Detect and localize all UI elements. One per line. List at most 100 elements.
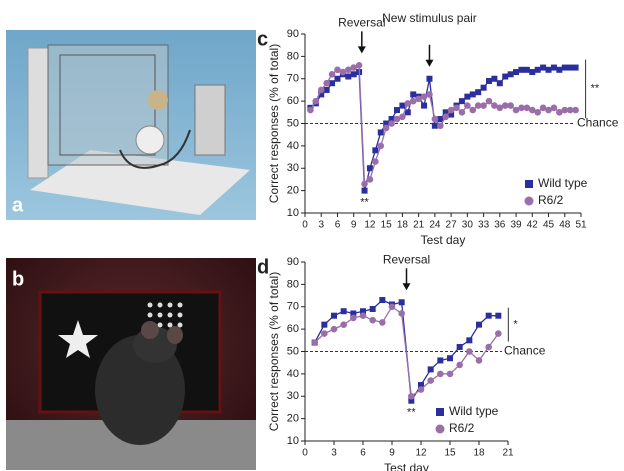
significance: ** bbox=[360, 197, 369, 209]
x-axis-label: Test day bbox=[421, 233, 466, 247]
x-tick-label: 42 bbox=[527, 220, 539, 231]
y-tick-label: 40 bbox=[287, 140, 299, 152]
annotation-arrowhead bbox=[402, 283, 411, 291]
legend-label: R6/2 bbox=[538, 193, 564, 207]
x-tick-label: 3 bbox=[318, 220, 324, 231]
data-point bbox=[318, 91, 325, 98]
data-point bbox=[410, 91, 417, 98]
y-tick-label: 70 bbox=[287, 301, 299, 313]
x-tick-label: 18 bbox=[473, 448, 485, 459]
data-point bbox=[495, 312, 502, 319]
data-point bbox=[323, 79, 330, 87]
data-point bbox=[431, 115, 439, 123]
data-point bbox=[399, 113, 406, 121]
data-point bbox=[388, 116, 395, 123]
y-tick-label: 20 bbox=[287, 185, 299, 197]
x-tick-label: 21 bbox=[413, 220, 425, 231]
data-point bbox=[398, 310, 405, 317]
data-point bbox=[442, 113, 450, 121]
data-point bbox=[456, 344, 463, 351]
data-point bbox=[408, 392, 415, 400]
data-point bbox=[377, 142, 385, 150]
data-point bbox=[502, 73, 509, 80]
data-point bbox=[561, 106, 569, 114]
data-point bbox=[379, 319, 386, 326]
annotation-arrowhead bbox=[425, 59, 434, 67]
data-point bbox=[545, 106, 552, 114]
data-point bbox=[567, 64, 574, 71]
data-point bbox=[379, 297, 386, 304]
data-point bbox=[350, 64, 358, 71]
data-point bbox=[480, 102, 487, 109]
legend-label: R6/2 bbox=[449, 421, 475, 435]
y-tick-label: 10 bbox=[287, 207, 299, 219]
x-tick-label: 15 bbox=[381, 220, 393, 231]
data-point bbox=[355, 62, 363, 69]
data-point bbox=[372, 147, 379, 154]
data-point bbox=[311, 339, 318, 346]
data-point bbox=[408, 397, 415, 404]
data-point bbox=[421, 102, 428, 109]
data-point bbox=[469, 91, 476, 98]
data-point bbox=[458, 109, 466, 116]
y-tick-label: 70 bbox=[287, 73, 299, 85]
y-tick-label: 60 bbox=[287, 323, 299, 335]
data-point bbox=[420, 93, 428, 100]
data-point bbox=[474, 102, 482, 109]
annotation-arrowhead bbox=[357, 46, 366, 54]
data-point bbox=[475, 357, 483, 364]
y-tick-label: 20 bbox=[287, 413, 299, 425]
y-tick-label: 80 bbox=[287, 50, 299, 62]
y-tick-label: 90 bbox=[287, 28, 299, 40]
data-point bbox=[328, 70, 336, 78]
data-point bbox=[572, 106, 579, 114]
legend-swatch bbox=[435, 424, 445, 434]
photo-label: a bbox=[12, 194, 24, 216]
data-point bbox=[507, 102, 514, 109]
y-axis-label: Correct responses (% of total) bbox=[267, 44, 281, 203]
data-point bbox=[334, 66, 341, 74]
data-point bbox=[366, 176, 374, 183]
data-point bbox=[404, 109, 411, 116]
x-tick-label: 48 bbox=[559, 220, 571, 231]
data-point bbox=[448, 111, 455, 118]
x-tick-label: 18 bbox=[397, 220, 409, 231]
x-tick-label: 0 bbox=[302, 220, 308, 231]
y-tick-label: 30 bbox=[287, 162, 299, 174]
data-point bbox=[361, 187, 368, 194]
data-point bbox=[437, 116, 444, 123]
data-point bbox=[453, 104, 460, 112]
y-tick-label: 30 bbox=[287, 390, 299, 402]
significance: ** bbox=[407, 407, 416, 419]
x-tick-label: 51 bbox=[575, 220, 587, 231]
x-tick-label: 9 bbox=[351, 220, 357, 231]
x-tick-label: 6 bbox=[360, 448, 366, 459]
data-point bbox=[350, 310, 357, 317]
data-point bbox=[534, 66, 541, 73]
x-tick-label: 15 bbox=[444, 448, 456, 459]
data-point bbox=[340, 308, 347, 315]
data-point bbox=[366, 165, 373, 172]
x-tick-label: 21 bbox=[502, 448, 514, 459]
x-tick-label: 6 bbox=[335, 220, 341, 231]
data-point bbox=[466, 337, 473, 344]
data-point bbox=[446, 370, 454, 378]
data-point bbox=[550, 64, 557, 71]
data-point bbox=[485, 97, 493, 105]
x-axis-label: Test day bbox=[384, 461, 429, 471]
data-point bbox=[393, 115, 401, 123]
data-point bbox=[491, 102, 498, 109]
data-point bbox=[399, 102, 406, 109]
y-tick-label: 50 bbox=[287, 117, 299, 129]
data-point bbox=[437, 370, 444, 378]
data-point bbox=[312, 97, 320, 105]
x-tick-label: 36 bbox=[494, 220, 506, 231]
y-tick-label: 60 bbox=[287, 95, 299, 107]
data-point bbox=[404, 100, 412, 107]
x-tick-label: 24 bbox=[429, 220, 441, 231]
data-point bbox=[377, 129, 384, 136]
data-point bbox=[496, 104, 504, 112]
legend-swatch bbox=[436, 408, 444, 416]
data-point bbox=[382, 124, 390, 132]
